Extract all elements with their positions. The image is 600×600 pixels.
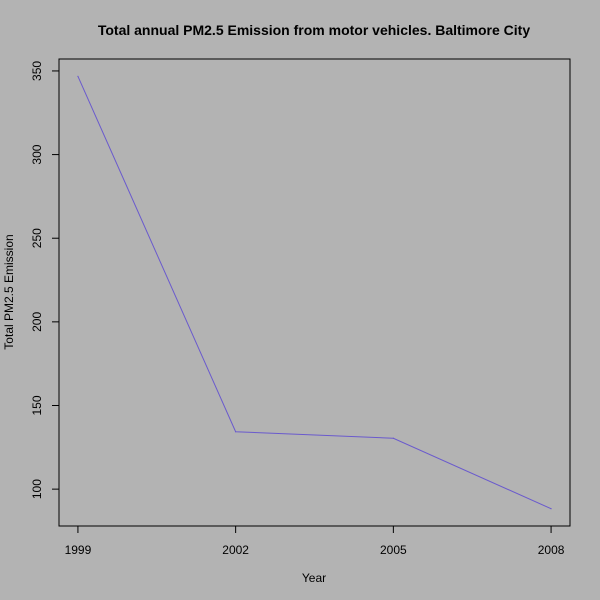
y-tick-label: 200: [30, 312, 44, 332]
plot-area-frame: [58, 58, 571, 527]
chart-title: Total annual PM2.5 Emission from motor v…: [98, 22, 530, 38]
y-axis-label: Total PM2.5 Emission: [2, 234, 16, 349]
y-tick-label: 350: [30, 61, 44, 81]
x-tick-label: 1999: [65, 543, 92, 557]
y-tick-label: 100: [30, 479, 44, 499]
x-tick-label: 2002: [222, 543, 249, 557]
y-axis: 100 150 200 250 300 350: [30, 61, 60, 499]
data-point: [550, 508, 552, 510]
data-point: [77, 75, 79, 77]
y-tick-label: 150: [30, 395, 44, 415]
data-point: [392, 437, 394, 439]
y-tick-label: 300: [30, 144, 44, 164]
x-tick-label: 2008: [538, 543, 565, 557]
x-tick-label: 2005: [380, 543, 407, 557]
x-axis: 1999 2002 2005 2008: [65, 525, 565, 557]
series-line: [77, 76, 552, 510]
y-tick-label: 250: [30, 228, 44, 248]
series-group: [77, 75, 552, 510]
data-point: [235, 431, 237, 433]
x-axis-label: Year: [302, 571, 326, 585]
